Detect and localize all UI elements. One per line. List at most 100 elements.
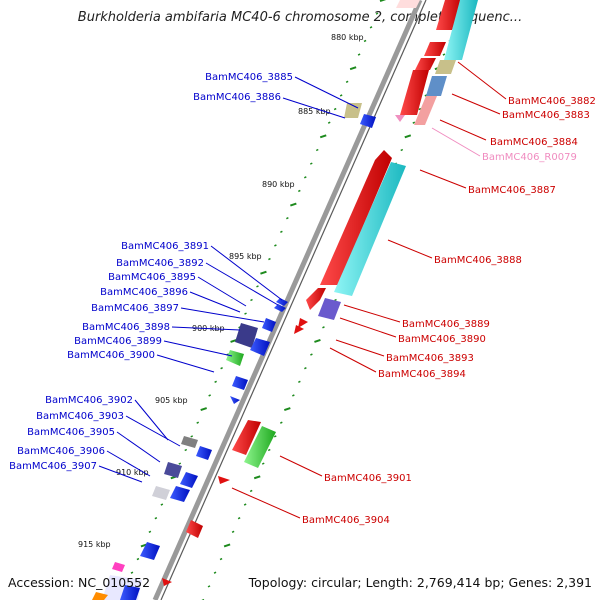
tick-mark (345, 80, 349, 83)
gene-feature (334, 162, 406, 296)
tick-mark (310, 353, 313, 356)
tick-mark (375, 12, 379, 15)
tick-mark (231, 530, 235, 533)
gene-feature (152, 486, 170, 500)
kbp-tick-895: 895 kbp (229, 252, 262, 261)
tick-mark (223, 543, 231, 548)
kbp-tick-905: 905 kbp (155, 396, 188, 405)
tick-mark (314, 338, 321, 343)
gene-label-forward: BamMC406_3904 (302, 515, 390, 526)
gene-feature (320, 150, 392, 285)
tick-mark (148, 530, 152, 533)
tick-mark (190, 435, 194, 438)
gene-feature (186, 520, 203, 538)
forward-gene-labels[interactable]: BamMC406_3882 BamMC406_3883 BamMC406_388… (231, 61, 596, 526)
gene-label-reverse: BamMC406_3905 (27, 427, 115, 438)
tick-mark (292, 394, 295, 397)
chromosome-backbone (152, 0, 427, 600)
gene-feature (276, 298, 288, 306)
gene-feature (112, 562, 125, 572)
tick-mark (284, 407, 291, 412)
tick-mark (261, 462, 265, 465)
gene-label-reverse: BamMC406_3898 (82, 322, 170, 333)
gene-feature (170, 486, 190, 502)
kbp-tick-885: 885 kbp (298, 107, 331, 116)
gene-label-forward: BamMC406_3889 (402, 319, 490, 330)
gene-label-reverse: BamMC406_3892 (116, 258, 204, 269)
tick-mark (213, 571, 217, 574)
tick-mark (256, 285, 259, 288)
tick-mark (244, 312, 247, 315)
tick-mark (315, 148, 319, 152)
tick-mark (136, 557, 140, 561)
tick-mark (298, 380, 301, 383)
gene-feature (274, 304, 286, 312)
gene-feature (140, 542, 160, 560)
tick-mark (219, 557, 223, 561)
gene-feature (232, 420, 261, 455)
tick-mark (208, 394, 211, 397)
gene-feature (400, 70, 429, 115)
gene-feature (426, 76, 447, 96)
tick-mark (334, 298, 337, 302)
reverse-gene-labels[interactable]: BamMC406_3885 BamMC406_3886 BamMC406_389… (9, 72, 359, 483)
tick-mark (250, 298, 253, 302)
gene-label-forward: BamMC406_3888 (434, 255, 522, 266)
gene-feature (262, 318, 276, 332)
gene-feature (415, 58, 436, 70)
gene-label-reverse: BamMC406_3886 (193, 92, 281, 103)
gene-feature (181, 436, 198, 448)
tick-mark (260, 270, 267, 275)
tick-mark (412, 121, 416, 124)
kbp-tick-890: 890 kbp (262, 180, 295, 189)
tick-mark (349, 66, 357, 71)
tick-mark (220, 367, 223, 370)
gene-label-forward: BamMC406_3883 (502, 110, 590, 121)
tick-mark (333, 107, 337, 111)
gene-label-forward: BamMC406_3890 (398, 334, 486, 345)
kbp-tick-915: 915 kbp (78, 540, 111, 549)
gene-label-reverse: BamMC406_3891 (121, 241, 209, 252)
gene-feature (360, 114, 376, 128)
gene-feature (235, 323, 258, 348)
gene-feature (232, 376, 248, 390)
gene-label-forward: BamMC406_3882 (508, 96, 596, 107)
kbp-tick-880: 880 kbp (331, 33, 364, 42)
gene-label-reverse: BamMC406_3896 (100, 287, 188, 298)
gene-feature (294, 325, 304, 334)
gene-label-forward: BamMC406_3901 (324, 473, 412, 484)
gene-feature (344, 103, 362, 118)
tick-mark (404, 134, 412, 139)
gene-feature (298, 318, 308, 328)
gene-feature (396, 0, 420, 8)
tick-mark (297, 189, 301, 193)
gene-label-forward: BamMC406_3884 (490, 137, 578, 148)
tick-mark (279, 421, 283, 424)
tick-mark (184, 448, 188, 452)
forward-strand-features[interactable] (162, 0, 478, 586)
gene-feature (230, 396, 240, 404)
tick-track-left (118, 0, 387, 600)
tick-mark (379, 0, 387, 2)
gene-feature (414, 96, 437, 125)
gene-feature (435, 60, 456, 74)
tick-mark (363, 39, 367, 43)
tick-mark (154, 517, 158, 520)
gene-feature (436, 0, 462, 30)
tick-mark (319, 134, 327, 139)
tick-mark (339, 94, 343, 97)
tick-mark (322, 326, 325, 329)
gene-label-reverse: BamMC406_3897 (91, 303, 179, 314)
tick-mark (327, 121, 331, 124)
gene-label-reverse: BamMC406_3907 (9, 461, 97, 472)
tick-mark (357, 53, 361, 56)
reverse-strand-features[interactable] (92, 103, 376, 600)
tick-mark (196, 421, 200, 424)
tick-mark (214, 380, 217, 383)
tick-mark (442, 53, 446, 56)
tick-mark (178, 462, 182, 465)
tick-mark (290, 202, 297, 207)
tick-mark (418, 107, 422, 111)
tick-mark (253, 475, 261, 480)
